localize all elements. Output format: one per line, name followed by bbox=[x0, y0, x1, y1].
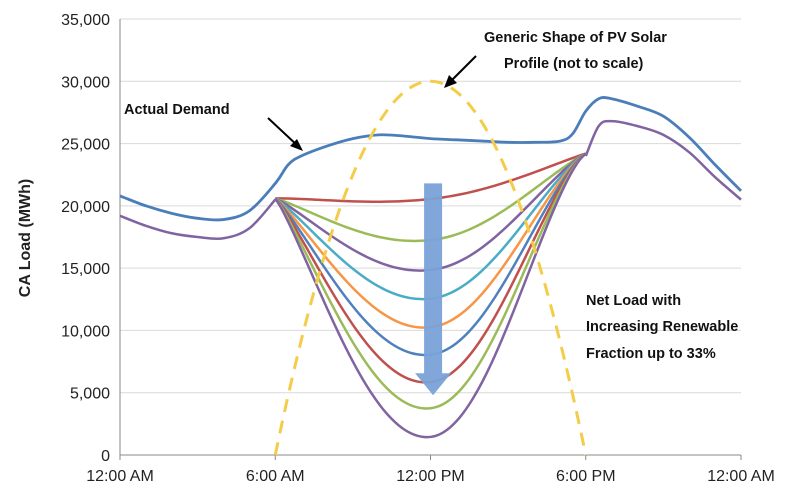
actual-demand-line bbox=[119, 96, 742, 222]
x-tick-label: 6:00 AM bbox=[246, 468, 305, 485]
renewable-increase-arrow bbox=[415, 183, 452, 396]
pv-solar-line bbox=[273, 79, 588, 456]
tick-labels: 0 5,000 10,000 15,000 20,000 25,000 30,000 35,0… bbox=[61, 12, 775, 485]
annotation-actual-demand: Actual Demand bbox=[124, 102, 230, 118]
annotation-pv-line1: Generic Shape of PV Solar bbox=[484, 30, 667, 46]
annotation-pv-line2: Profile (not to scale) bbox=[504, 56, 644, 72]
annotation-net-load-line2: Increasing Renewable bbox=[586, 319, 738, 335]
x-tick-label: 12:00 PM bbox=[396, 468, 464, 485]
x-tick-label: 12:00 AM bbox=[707, 468, 775, 485]
net-load-evening-line bbox=[584, 119, 742, 201]
net-load-base-line bbox=[119, 198, 277, 241]
y-tick-label: 10,000 bbox=[61, 323, 110, 340]
annotation-net-load-line3: Fraction up to 33% bbox=[586, 346, 716, 362]
x-tick-label: 12:00 AM bbox=[86, 468, 154, 485]
annotations: Actual Demand Generic Shape of PV Solar … bbox=[124, 30, 738, 362]
y-tick-label: 30,000 bbox=[61, 74, 110, 91]
demand-pointer-arrowhead bbox=[290, 139, 303, 151]
pv-pointer-arrowhead bbox=[444, 75, 457, 88]
axes bbox=[119, 19, 742, 460]
y-tick-label: 25,000 bbox=[61, 137, 110, 154]
net-load-line bbox=[274, 152, 587, 439]
pv-solar-profile bbox=[273, 79, 588, 456]
annotation-net-load-line1: Net Load with bbox=[586, 293, 681, 309]
x-tick-label: 6:00 PM bbox=[556, 468, 616, 485]
y-axis-label: CA Load (MWh) bbox=[17, 179, 34, 297]
down-arrow-shape bbox=[415, 183, 452, 396]
y-tick-label: 0 bbox=[101, 448, 110, 465]
y-tick-label: 35,000 bbox=[61, 12, 110, 29]
y-tick-label: 5,000 bbox=[70, 386, 110, 403]
y-tick-label: 20,000 bbox=[61, 199, 110, 216]
y-tick-label: 15,000 bbox=[61, 261, 110, 278]
